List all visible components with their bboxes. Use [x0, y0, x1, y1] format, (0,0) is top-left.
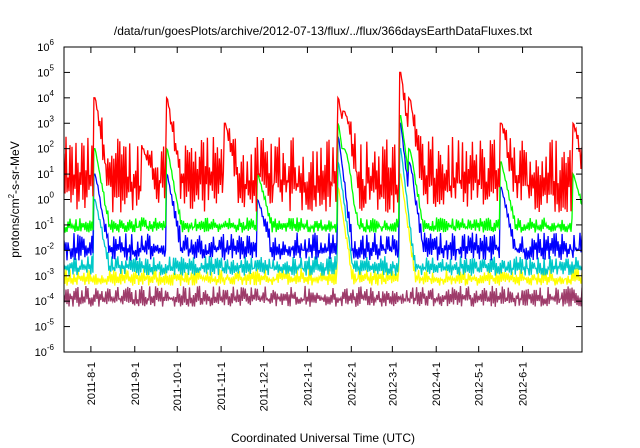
y-tick-label: 10-5	[35, 318, 55, 334]
y-tick-label: 10-3	[35, 267, 55, 283]
x-tick-label: 2012-4-1	[431, 362, 443, 406]
y-tick-label: 100	[37, 191, 54, 207]
x-axis-label: Coordinated Universal Time (UTC)	[231, 431, 415, 445]
x-tick-label: 2012-2-1	[346, 362, 358, 406]
x-tick-label: 2012-1-1	[302, 362, 314, 406]
chart-title: /data/run/goesPlots/archive/2012-07-13/f…	[114, 24, 533, 38]
y-tick-label: 10-2	[35, 241, 55, 257]
series-blue	[64, 122, 582, 261]
y-axis-label: protons/cm2-s-sr-MeV	[7, 141, 22, 257]
x-tick-label: 2011-12-1	[259, 362, 271, 411]
x-tick-label: 2012-3-1	[387, 362, 399, 406]
series-cyan	[64, 148, 582, 276]
series-red	[64, 71, 582, 213]
y-tick-label: 104	[37, 89, 54, 105]
x-tick-label: 2012-6-1	[518, 362, 530, 406]
x-tick-label: 2011-9-1	[130, 362, 142, 405]
series-green	[64, 114, 582, 233]
y-tick-label: 101	[37, 165, 54, 181]
axis-layer: 10-6 10-5 10-4 10-3 10-2 10-1 100 101 102 103 104 1…	[35, 38, 582, 411]
y-tick-label: 102	[37, 140, 54, 156]
x-tick-label: 2011-10-1	[172, 362, 184, 411]
y-tick-label: 105	[37, 63, 54, 79]
x-tick-label: 2011-8-1	[86, 362, 98, 405]
x-tick-label: 2011-11-1	[216, 362, 228, 411]
y-tick-label: 10-6	[35, 343, 55, 359]
x-tick-label: 2012-5-1	[474, 362, 486, 406]
y-tick-label: 106	[37, 38, 54, 54]
series-yellow	[64, 173, 582, 286]
series-layer	[64, 71, 582, 307]
y-tick-label: 103	[37, 114, 54, 130]
series-purple	[64, 285, 582, 307]
y-tick-label: 10-1	[35, 216, 55, 232]
y-tick-label: 10-4	[35, 292, 55, 308]
